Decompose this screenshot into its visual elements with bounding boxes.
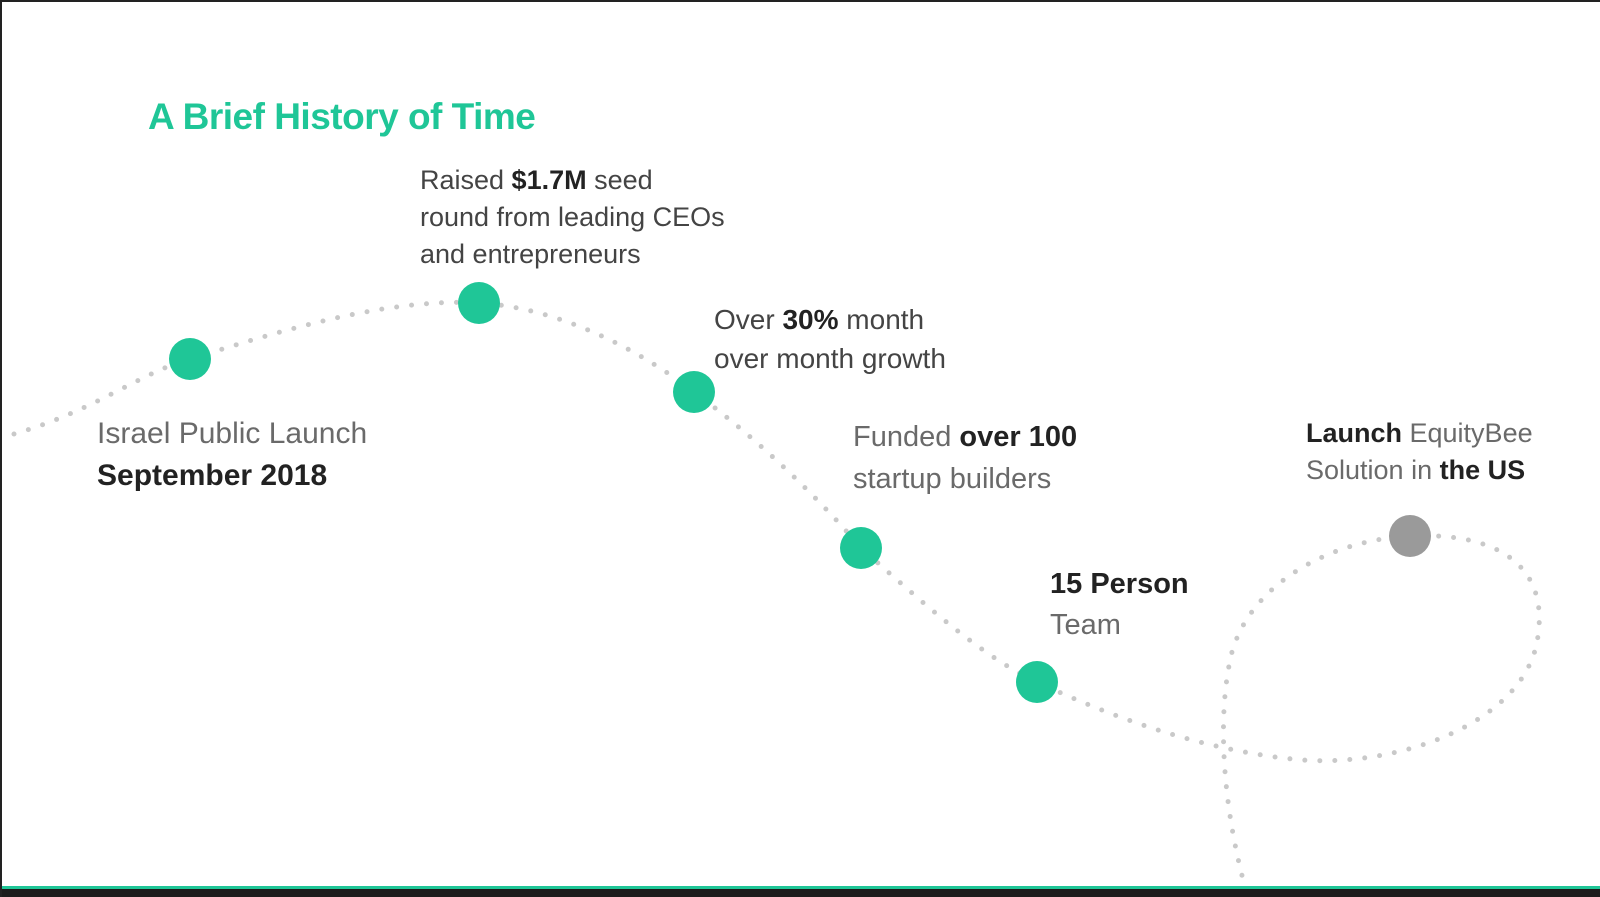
page-title: A Brief History of Time bbox=[148, 96, 536, 137]
milestone-label-team: 15 Person Team bbox=[1050, 564, 1189, 646]
milestone-line: Launch EquityBee bbox=[1306, 415, 1533, 452]
milestone-label-us-launch: Launch EquityBee Solution in the US bbox=[1306, 415, 1533, 489]
milestone-line: 15 Person bbox=[1050, 564, 1189, 605]
milestone-text: Solution in bbox=[1306, 455, 1440, 485]
milestone-text: round from leading CEOs bbox=[420, 202, 725, 232]
milestone-label-growth: Over 30% month over month growth bbox=[714, 300, 946, 378]
milestone-text: EquityBee bbox=[1402, 418, 1533, 448]
timeline-dotted-path bbox=[11, 299, 1542, 890]
milestone-line: startup builders bbox=[853, 458, 1077, 500]
milestone-text-bold: $1.7M bbox=[511, 165, 587, 195]
milestone-text: over month growth bbox=[714, 343, 946, 374]
milestone-line: Over 30% month bbox=[714, 300, 946, 339]
milestone-line: over month growth bbox=[714, 339, 946, 378]
milestone-text-bold: over 100 bbox=[959, 421, 1078, 453]
milestone-text-bold: the US bbox=[1439, 455, 1526, 485]
milestone-text-bold: Launch bbox=[1306, 418, 1403, 448]
bottom-accent-bar bbox=[2, 886, 1600, 897]
milestone-text: Israel Public Launch bbox=[97, 417, 368, 450]
milestone-text: Over bbox=[714, 304, 783, 335]
milestone-text-bold: 15 Person bbox=[1050, 568, 1189, 600]
milestone-text: and entrepreneurs bbox=[420, 239, 641, 269]
milestone-text: Team bbox=[1050, 609, 1121, 641]
milestone-dot-israel-launch bbox=[169, 338, 211, 380]
milestone-line: round from leading CEOs bbox=[420, 199, 725, 236]
milestone-label-seed-round: Raised $1.7M seed round from leading CEOs… bbox=[420, 162, 725, 273]
milestone-line: Israel Public Launch bbox=[97, 413, 367, 455]
milestone-text: Raised bbox=[420, 165, 512, 195]
milestone-text-bold: 30% bbox=[782, 304, 839, 335]
milestone-text-bold: September 2018 bbox=[97, 459, 328, 492]
milestone-line: Team bbox=[1050, 605, 1189, 646]
milestone-dot-growth bbox=[673, 371, 715, 413]
milestone-dot-us-launch bbox=[1389, 515, 1431, 557]
milestone-line: Raised $1.7M seed bbox=[420, 162, 725, 199]
milestone-text: seed bbox=[586, 165, 653, 195]
milestone-line: Funded over 100 bbox=[853, 416, 1077, 458]
milestone-text: month bbox=[838, 304, 925, 335]
milestone-line: September 2018 bbox=[97, 455, 367, 497]
milestone-dot-team bbox=[1016, 661, 1058, 703]
milestone-text: startup builders bbox=[853, 463, 1052, 495]
milestone-dot-seed-round bbox=[458, 282, 500, 324]
milestone-line: Solution in the US bbox=[1306, 452, 1533, 489]
milestone-line: and entrepreneurs bbox=[420, 236, 725, 273]
milestone-dot-funded bbox=[840, 527, 882, 569]
milestone-label-israel-launch: Israel Public Launch September 2018 bbox=[97, 413, 367, 497]
milestone-text: Funded bbox=[853, 421, 960, 453]
milestone-label-funded: Funded over 100 startup builders bbox=[853, 416, 1077, 500]
